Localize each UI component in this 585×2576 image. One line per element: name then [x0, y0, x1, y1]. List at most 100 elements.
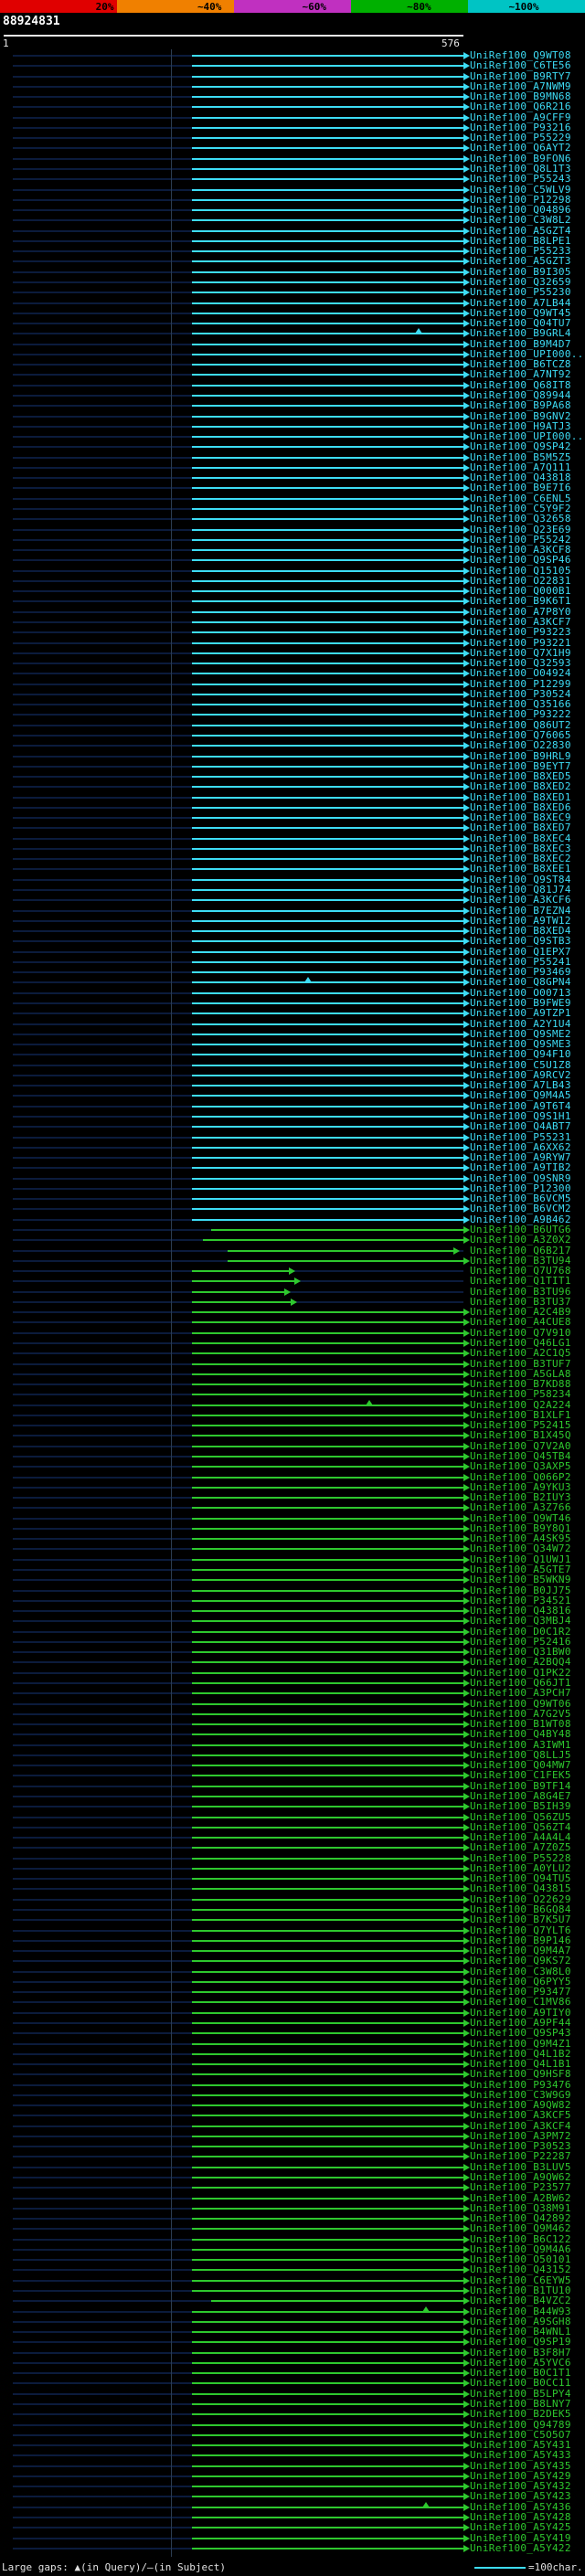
hit-accession-label[interactable]: UniRef100_B8XED6 — [470, 800, 571, 813]
alignment-row[interactable]: UniRef100_P58234 — [0, 1389, 585, 1399]
hit-accession-label[interactable]: UniRef100_A7Q111 — [470, 461, 571, 473]
alignment-row[interactable]: UniRef100_Q4BY48 — [0, 1729, 585, 1739]
hit-accession-label[interactable]: UniRef100_B9EYT7 — [470, 759, 571, 772]
hsp-segment[interactable] — [192, 1435, 463, 1437]
hsp-segment[interactable] — [192, 1558, 463, 1561]
alignment-row[interactable]: UniRef100_Q81J74 — [0, 885, 585, 895]
alignment-row[interactable]: UniRef100_P93476 — [0, 2080, 585, 2090]
hit-accession-label[interactable]: UniRef100_Q1TIT1 — [470, 1275, 571, 1288]
hit-accession-label[interactable]: UniRef100_C3W8L2 — [470, 214, 571, 227]
hsp-segment[interactable] — [192, 2310, 463, 2313]
hsp-segment[interactable] — [192, 2331, 463, 2334]
hit-accession-label[interactable]: UniRef100_Q4ABT7 — [470, 1120, 571, 1133]
hsp-segment[interactable] — [192, 1044, 463, 1046]
hsp-segment[interactable] — [192, 178, 463, 181]
hit-accession-label[interactable]: UniRef100_Q6R216 — [470, 101, 571, 113]
hit-accession-label[interactable]: UniRef100_P12299 — [470, 677, 571, 690]
alignment-row[interactable]: UniRef100_A5Y422 — [0, 2543, 585, 2553]
alignment-row[interactable]: UniRef100_A3KCF7 — [0, 617, 585, 627]
hsp-segment[interactable] — [192, 1765, 463, 1767]
hsp-segment[interactable] — [192, 1857, 463, 1860]
hsp-segment[interactable] — [192, 2156, 463, 2158]
hit-accession-label[interactable]: UniRef100_Q32593 — [470, 657, 571, 670]
alignment-row[interactable]: UniRef100_A7LB44 — [0, 298, 585, 308]
hsp-segment[interactable] — [192, 456, 463, 459]
hsp-segment[interactable] — [192, 663, 463, 665]
hsp-segment[interactable] — [192, 919, 463, 922]
alignment-row[interactable]: UniRef100_Q9ST84 — [0, 875, 585, 885]
alignment-row[interactable]: UniRef100_A9SGH8 — [0, 2316, 585, 2327]
alignment-row[interactable]: UniRef100_A3Z766 — [0, 1502, 585, 1512]
hit-accession-label[interactable]: UniRef100_A2Y1U4 — [470, 1017, 571, 1030]
alignment-row[interactable]: UniRef100_A2C1Q5 — [0, 1348, 585, 1358]
alignment-row[interactable]: UniRef100_C6ENL5 — [0, 493, 585, 504]
hit-accession-label[interactable]: UniRef100_A3KCF6 — [470, 894, 571, 906]
hsp-segment[interactable] — [192, 899, 463, 902]
alignment-row[interactable]: UniRef100_A6XX62 — [0, 1142, 585, 1152]
alignment-row[interactable]: UniRef100_B9EYT7 — [0, 761, 585, 771]
alignment-row[interactable]: UniRef100_B7EZN4 — [0, 906, 585, 916]
alignment-row[interactable]: UniRef100_Q38M91 — [0, 2203, 585, 2213]
hsp-segment[interactable] — [192, 1888, 463, 1891]
hsp-segment[interactable] — [192, 704, 463, 706]
hit-accession-label[interactable]: UniRef100_B9GNV2 — [470, 409, 571, 422]
hit-accession-label[interactable]: UniRef100_C5U1Z8 — [470, 1058, 571, 1071]
hit-accession-label[interactable]: UniRef100_B8XED4 — [470, 925, 571, 938]
hit-accession-label[interactable]: UniRef100_A9T6T4 — [470, 1099, 571, 1112]
hit-accession-label[interactable]: UniRef100_Q6AYT2 — [470, 142, 571, 154]
alignment-row[interactable]: UniRef100_Q9M4Z1 — [0, 2039, 585, 2049]
alignment-row[interactable]: UniRef100_H9ATJ3 — [0, 421, 585, 431]
alignment-row[interactable]: UniRef100_C6EYW5 — [0, 2275, 585, 2285]
hit-accession-label[interactable]: UniRef100_A8G4E7 — [470, 1789, 571, 1802]
alignment-row[interactable]: UniRef100_B8XED6 — [0, 802, 585, 812]
hit-accession-label[interactable]: UniRef100_A5GZT4 — [470, 224, 571, 237]
hsp-segment[interactable] — [192, 1425, 463, 1427]
alignment-row[interactable]: UniRef100_B44W93 — [0, 2306, 585, 2316]
hsp-segment[interactable] — [192, 971, 463, 974]
hit-accession-label[interactable]: UniRef100_Q9HSF8 — [470, 2068, 571, 2081]
alignment-row[interactable]: UniRef100_Q34W72 — [0, 1543, 585, 1553]
alignment-row[interactable]: UniRef100_A5Y431 — [0, 2440, 585, 2450]
hsp-segment[interactable] — [192, 2506, 463, 2508]
alignment-row[interactable]: UniRef100_B8XED4 — [0, 926, 585, 936]
alignment-row[interactable]: UniRef100_Q4L1B1 — [0, 2059, 585, 2069]
hit-accession-label[interactable]: UniRef100_B9RTY7 — [470, 69, 571, 82]
alignment-row[interactable]: UniRef100_P52416 — [0, 1637, 585, 1647]
alignment-row[interactable]: UniRef100_A9TIY0 — [0, 2008, 585, 2018]
alignment-row[interactable]: UniRef100_C5U1Z8 — [0, 1060, 585, 1070]
alignment-row[interactable]: UniRef100_P55228 — [0, 1853, 585, 1863]
alignment-row[interactable]: UniRef100_Q4ABT7 — [0, 1121, 585, 1131]
hsp-segment[interactable] — [192, 1064, 463, 1066]
hit-accession-label[interactable]: UniRef100_Q9M462 — [470, 2222, 571, 2235]
hit-accession-label[interactable]: UniRef100_A5Y433 — [470, 2449, 571, 2462]
hit-accession-label[interactable]: UniRef100_Q9S1H1 — [470, 1110, 571, 1123]
alignment-row[interactable]: UniRef100_A2C4B9 — [0, 1307, 585, 1317]
alignment-row[interactable]: UniRef100_B8LPE1 — [0, 236, 585, 246]
hit-accession-label[interactable]: UniRef100_Q89944 — [470, 388, 571, 401]
hit-accession-label[interactable]: UniRef100_Q94789 — [470, 2418, 571, 2431]
hit-accession-label[interactable]: UniRef100_O04924 — [470, 667, 571, 680]
alignment-row[interactable]: UniRef100_Q32658 — [0, 514, 585, 524]
hit-accession-label[interactable]: UniRef100_O50101 — [470, 2253, 571, 2266]
hit-accession-label[interactable]: UniRef100_A5GLA8 — [470, 1367, 571, 1380]
alignment-row[interactable]: UniRef100_B1XLF1 — [0, 1410, 585, 1420]
hsp-segment[interactable] — [192, 1671, 463, 1674]
hit-accession-label[interactable]: UniRef100_Q7V2A0 — [470, 1439, 571, 1452]
alignment-row[interactable]: UniRef100_O04924 — [0, 668, 585, 678]
alignment-row[interactable]: UniRef100_A5GLA8 — [0, 1369, 585, 1379]
hit-accession-label[interactable]: UniRef100_B9Y8Q1 — [470, 1521, 571, 1534]
hit-accession-label[interactable]: UniRef100_Q6PYY5 — [470, 1975, 571, 1988]
hit-accession-label[interactable]: UniRef100_Q31BW0 — [470, 1646, 571, 1659]
hsp-segment[interactable] — [192, 384, 463, 387]
hsp-segment[interactable] — [192, 1908, 463, 1911]
alignment-row[interactable]: UniRef100_C3W8L2 — [0, 215, 585, 225]
hsp-segment[interactable] — [192, 868, 463, 871]
alignment-row[interactable]: UniRef100_A9TW12 — [0, 916, 585, 926]
hit-accession-label[interactable]: UniRef100_A9B462 — [470, 1213, 571, 1225]
hsp-segment[interactable] — [192, 960, 463, 963]
hit-accession-label[interactable]: UniRef100_B8XEE1 — [470, 863, 571, 875]
alignment-row[interactable]: UniRef100_A7NWM9 — [0, 81, 585, 91]
hsp-segment[interactable] — [192, 126, 463, 129]
hsp-segment[interactable] — [192, 1095, 463, 1097]
hit-accession-label[interactable]: UniRef100_A5Y431 — [470, 2439, 571, 2452]
